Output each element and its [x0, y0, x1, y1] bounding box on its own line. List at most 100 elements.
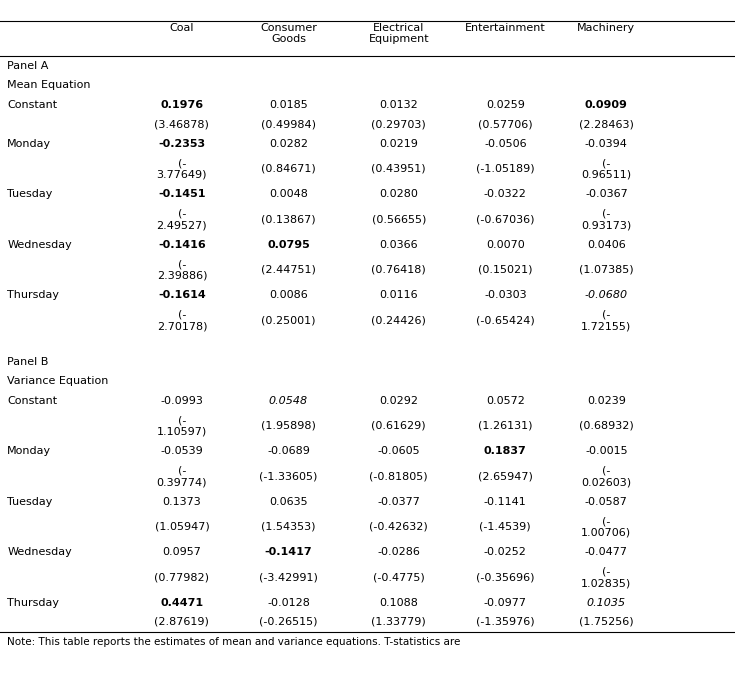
Text: 0.0185: 0.0185 [269, 100, 308, 110]
Text: 0.0116: 0.0116 [379, 290, 418, 300]
Text: (1.33779): (1.33779) [371, 617, 426, 627]
Text: 0.0406: 0.0406 [587, 240, 625, 249]
Text: (1.07385): (1.07385) [579, 265, 634, 275]
Text: Monday: Monday [7, 138, 51, 149]
Text: (-
1.10597): (- 1.10597) [157, 415, 207, 436]
Text: (-
1.02835): (- 1.02835) [581, 566, 631, 588]
Text: (-3.42991): (-3.42991) [259, 573, 318, 582]
Text: (0.13867): (0.13867) [261, 214, 316, 224]
Text: (-0.65424): (-0.65424) [476, 315, 534, 325]
Text: Thursday: Thursday [7, 597, 60, 608]
Text: 0.0132: 0.0132 [379, 100, 418, 110]
Text: (0.57706): (0.57706) [478, 119, 533, 129]
Text: (1.95898): (1.95898) [261, 421, 316, 431]
Text: 0.1035: 0.1035 [587, 597, 626, 608]
Text: -0.0689: -0.0689 [267, 446, 310, 456]
Text: -0.0477: -0.0477 [585, 547, 628, 557]
Text: Mean Equation: Mean Equation [7, 80, 91, 90]
Text: (-1.35976): (-1.35976) [476, 617, 534, 627]
Text: 0.0239: 0.0239 [587, 395, 625, 406]
Text: (2.65947): (2.65947) [478, 471, 533, 482]
Text: (0.77982): (0.77982) [154, 573, 209, 582]
Text: 0.1373: 0.1373 [162, 497, 201, 507]
Text: 0.0572: 0.0572 [486, 395, 525, 406]
Text: -0.0506: -0.0506 [484, 138, 526, 149]
Text: (0.49984): (0.49984) [261, 119, 316, 129]
Text: -0.1614: -0.1614 [158, 290, 206, 300]
Text: Note: This table reports the estimates of mean and variance equations. T-statist: Note: This table reports the estimates o… [7, 637, 461, 647]
Text: -0.1451: -0.1451 [158, 189, 206, 199]
Text: -0.0993: -0.0993 [160, 395, 204, 406]
Text: Constant: Constant [7, 395, 57, 406]
Text: (1.26131): (1.26131) [478, 421, 533, 431]
Text: (-0.26515): (-0.26515) [259, 617, 318, 627]
Text: (-
0.39774): (- 0.39774) [157, 466, 207, 487]
Text: (-1.4539): (-1.4539) [479, 522, 531, 532]
Text: 0.0280: 0.0280 [379, 189, 418, 199]
Text: (-0.42632): (-0.42632) [370, 522, 428, 532]
Text: (0.43951): (0.43951) [371, 164, 426, 174]
Text: 0.0292: 0.0292 [379, 395, 418, 406]
Text: 0.0282: 0.0282 [269, 138, 308, 149]
Text: (0.15021): (0.15021) [478, 265, 533, 275]
Text: -0.0128: -0.0128 [267, 597, 310, 608]
Text: 0.4471: 0.4471 [160, 597, 204, 608]
Text: (-
2.49527): (- 2.49527) [157, 208, 207, 230]
Text: 0.0635: 0.0635 [269, 497, 308, 507]
Text: (0.56655): (0.56655) [372, 214, 426, 224]
Text: (0.76418): (0.76418) [371, 265, 426, 275]
Text: Coal: Coal [170, 23, 194, 33]
Text: 0.1088: 0.1088 [379, 597, 418, 608]
Text: Machinery: Machinery [577, 23, 636, 33]
Text: -0.0977: -0.0977 [484, 597, 527, 608]
Text: -0.0680: -0.0680 [585, 290, 628, 300]
Text: -0.0252: -0.0252 [484, 547, 527, 557]
Text: -0.0322: -0.0322 [484, 189, 527, 199]
Text: (1.05947): (1.05947) [154, 522, 209, 532]
Text: -0.0015: -0.0015 [585, 446, 628, 456]
Text: Variance Equation: Variance Equation [7, 376, 109, 386]
Text: (-1.05189): (-1.05189) [476, 164, 534, 174]
Text: (0.29703): (0.29703) [371, 119, 426, 129]
Text: Thursday: Thursday [7, 290, 60, 300]
Text: (0.25001): (0.25001) [261, 315, 316, 325]
Text: (0.61629): (0.61629) [371, 421, 426, 431]
Text: -0.0605: -0.0605 [378, 446, 420, 456]
Text: (0.24426): (0.24426) [371, 315, 426, 325]
Text: Panel B: Panel B [7, 357, 49, 366]
Text: (-
1.00706): (- 1.00706) [581, 516, 631, 538]
Text: Tuesday: Tuesday [7, 497, 53, 507]
Text: -0.1416: -0.1416 [158, 240, 206, 249]
Text: 0.0957: 0.0957 [162, 547, 201, 557]
Text: (1.54353): (1.54353) [261, 522, 316, 532]
Text: (-
1.72155): (- 1.72155) [581, 310, 631, 331]
Text: -0.0367: -0.0367 [585, 189, 628, 199]
Text: (-
0.93173): (- 0.93173) [581, 208, 631, 230]
Text: -0.0377: -0.0377 [377, 497, 420, 507]
Text: Panel A: Panel A [7, 61, 49, 71]
Text: (2.44751): (2.44751) [261, 265, 316, 275]
Text: 0.0795: 0.0795 [267, 240, 310, 249]
Text: (2.87619): (2.87619) [154, 617, 209, 627]
Text: 0.0548: 0.0548 [269, 395, 308, 406]
Text: -0.1141: -0.1141 [484, 497, 527, 507]
Text: Constant: Constant [7, 100, 57, 110]
Text: (-
2.39886): (- 2.39886) [157, 259, 207, 281]
Text: (1.75256): (1.75256) [579, 617, 634, 627]
Text: 0.0048: 0.0048 [269, 189, 308, 199]
Text: Monday: Monday [7, 446, 51, 456]
Text: 0.0086: 0.0086 [269, 290, 308, 300]
Text: -0.0303: -0.0303 [484, 290, 526, 300]
Text: 0.1976: 0.1976 [160, 100, 204, 110]
Text: (0.84671): (0.84671) [261, 164, 316, 174]
Text: (2.28463): (2.28463) [579, 119, 634, 129]
Text: Wednesday: Wednesday [7, 240, 72, 249]
Text: 0.0259: 0.0259 [486, 100, 525, 110]
Text: (-0.67036): (-0.67036) [476, 214, 534, 224]
Text: (-
3.77649): (- 3.77649) [157, 158, 207, 179]
Text: Consumer
Goods: Consumer Goods [260, 23, 317, 45]
Text: Wednesday: Wednesday [7, 547, 72, 557]
Text: 0.0070: 0.0070 [486, 240, 525, 249]
Text: (-1.33605): (-1.33605) [259, 471, 318, 482]
Text: Tuesday: Tuesday [7, 189, 53, 199]
